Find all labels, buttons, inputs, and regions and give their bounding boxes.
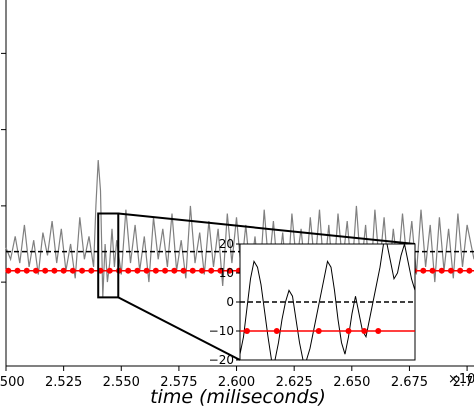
main-event-marker xyxy=(226,267,233,274)
main-event-marker xyxy=(466,267,473,274)
inset-event-marker xyxy=(375,328,382,334)
main-x-tick-label: 2.650 xyxy=(333,375,370,390)
x-axis-multiplier-base: ×10 xyxy=(448,372,474,387)
main-x-tick-label: 2.550 xyxy=(103,375,140,390)
inset-y-tick-label: 0 xyxy=(226,295,234,309)
main-event-marker xyxy=(162,267,169,274)
zoom-connector-bottom xyxy=(117,296,241,361)
main-event-marker xyxy=(51,267,58,274)
inset-series-group xyxy=(239,243,416,361)
main-event-marker xyxy=(134,267,141,274)
main-x-tick-label: 2.675 xyxy=(391,375,428,390)
main-x-tick-label: 2.600 xyxy=(218,375,255,390)
inset-y-tick-label: 10 xyxy=(219,266,234,280)
main-event-marker xyxy=(420,267,427,274)
main-event-marker xyxy=(180,267,187,274)
main-event-marker xyxy=(429,267,436,274)
main-event-marker xyxy=(14,267,21,274)
main-event-marker xyxy=(106,267,113,274)
main-event-marker xyxy=(198,267,205,274)
main-x-tick-label: 2.575 xyxy=(160,375,197,390)
inset-event-marker xyxy=(361,328,368,334)
main-event-marker xyxy=(217,267,224,274)
zoom-connector-top xyxy=(118,212,416,245)
x-axis-title: time (miliseconds) xyxy=(150,386,326,408)
main-event-marker xyxy=(152,267,159,274)
main-x-tick-label: 2.525 xyxy=(45,375,82,390)
main-event-marker xyxy=(171,267,178,274)
inset-event-marker xyxy=(244,328,250,334)
inset-signal-line xyxy=(239,243,416,361)
main-event-marker xyxy=(189,267,196,274)
inset-event-marker xyxy=(273,328,280,334)
inset-event-marker xyxy=(315,328,322,334)
main-event-marker xyxy=(438,267,445,274)
main-event-marker xyxy=(23,267,30,274)
inset-event-marker xyxy=(345,328,352,334)
x-axis-multiplier: ×105 xyxy=(448,370,474,387)
main-event-marker xyxy=(60,267,67,274)
main-event-marker xyxy=(5,267,12,274)
inset-y-tick-label: 20 xyxy=(219,237,234,251)
zoom-highlight-box xyxy=(97,212,120,299)
main-event-marker xyxy=(125,267,132,274)
main-event-marker xyxy=(42,267,49,274)
main-event-marker xyxy=(457,267,464,274)
main-event-marker xyxy=(79,267,86,274)
main-x-ticks: 2.500 2.525 2.550 2.575 2.600 2.625 2.650 2.675… xyxy=(0,366,474,390)
main-event-marker xyxy=(32,267,39,274)
inset-y-tick-label: −10 xyxy=(209,324,234,338)
main-x-tick-label: 2.70 xyxy=(453,375,474,390)
main-event-marker xyxy=(88,267,95,274)
main-y-ticks xyxy=(1,52,6,283)
main-event-marker xyxy=(143,267,150,274)
inset-y-tick-label: −20 xyxy=(209,353,234,367)
inset-event-markers xyxy=(244,328,382,334)
main-event-marker xyxy=(208,267,215,274)
main-event-marker xyxy=(69,267,76,274)
main-x-tick-label: 2.500 xyxy=(0,375,25,390)
main-event-marker xyxy=(447,267,454,274)
main-x-tick-label: 2.625 xyxy=(276,375,313,390)
inset-y-ticks: −20 −10 0 10 20 xyxy=(209,237,240,367)
